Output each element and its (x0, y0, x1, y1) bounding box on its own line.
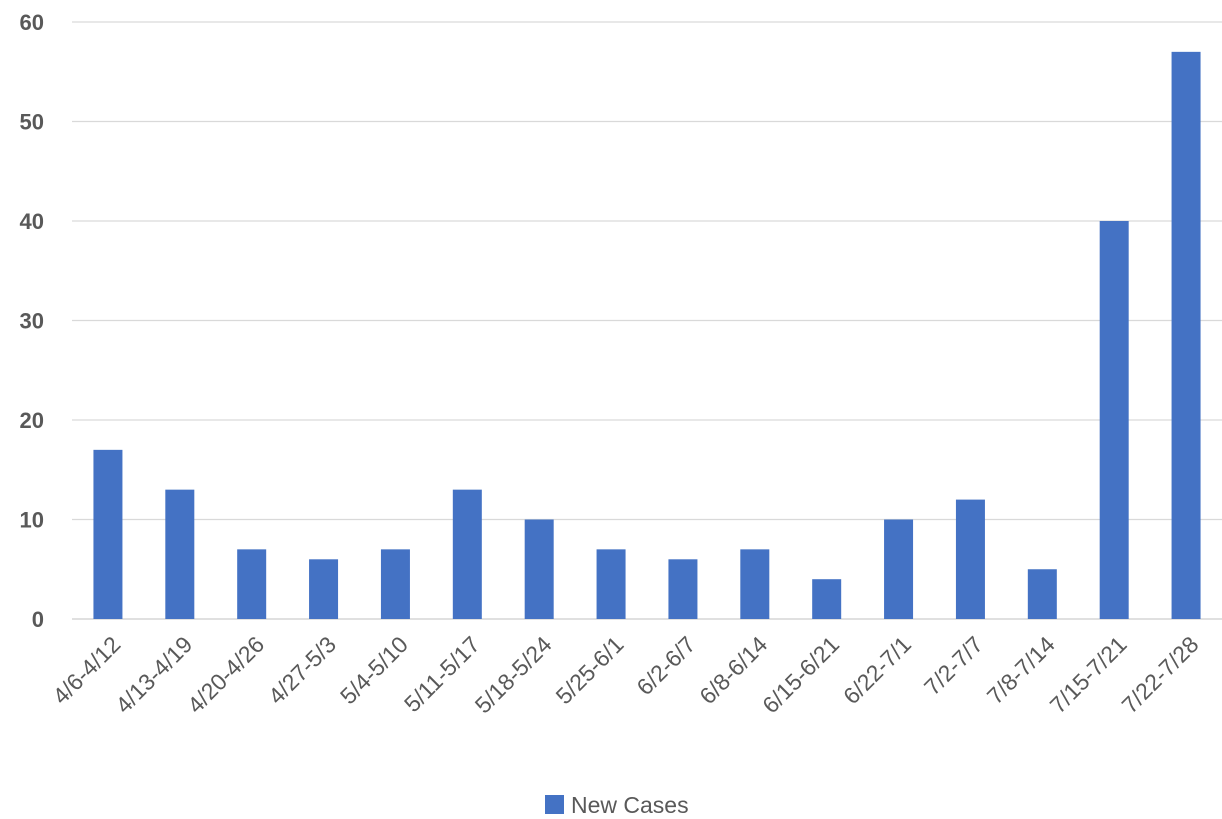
x-tick-label: 4/20-4/26 (182, 631, 269, 718)
bar-12 (955, 499, 985, 619)
bar-5 (452, 489, 482, 619)
legend-swatch (545, 795, 564, 814)
bar-1 (165, 489, 195, 619)
x-tick-label: 5/25-6/1 (551, 631, 629, 709)
x-tick-label: 4/27-5/3 (263, 631, 341, 709)
bar-10 (812, 579, 842, 619)
y-tick-label: 0 (32, 607, 44, 632)
x-tick-label: 5/18-5/24 (470, 631, 557, 718)
x-tick-label: 7/2-7/7 (919, 631, 988, 700)
y-tick-label: 60 (20, 10, 44, 35)
bar-7 (596, 549, 626, 619)
bar-15 (1171, 51, 1201, 620)
gridlines (72, 21, 1222, 620)
x-tick-label: 6/2-6/7 (631, 631, 700, 700)
x-tick-label: 4/13-4/19 (110, 631, 197, 718)
y-tick-label: 30 (20, 309, 44, 334)
bar-8 (668, 559, 698, 619)
bar-0 (93, 449, 123, 619)
bar-9 (740, 549, 770, 619)
bar-13 (1027, 569, 1057, 619)
legend: New Cases (545, 792, 689, 818)
legend-label: New Cases (571, 792, 689, 818)
x-tick-label: 5/11-5/17 (399, 631, 485, 717)
x-tick-label: 6/15-6/21 (757, 631, 844, 718)
y-tick-label: 10 (20, 508, 44, 533)
bar-6 (524, 519, 554, 619)
x-tick-label: 6/22-7/1 (838, 631, 916, 709)
bars (93, 51, 1201, 620)
y-tick-label: 40 (20, 209, 44, 234)
bar-3 (309, 559, 339, 619)
y-tick-label: 20 (20, 408, 44, 433)
bar-4 (380, 549, 410, 619)
bar-14 (1099, 221, 1129, 619)
bar-2 (237, 549, 267, 619)
bar-11 (884, 519, 914, 619)
x-tick-label: 7/15-7/21 (1045, 631, 1132, 718)
y-tick-label: 50 (20, 110, 44, 135)
x-axis-tick-labels: 4/6-4/124/13-4/194/20-4/264/27-5/35/4-5/… (47, 631, 1203, 718)
y-axis-tick-labels: 0 10 20 30 40 50 60 (20, 10, 44, 632)
x-tick-label: 7/22-7/28 (1116, 631, 1203, 718)
